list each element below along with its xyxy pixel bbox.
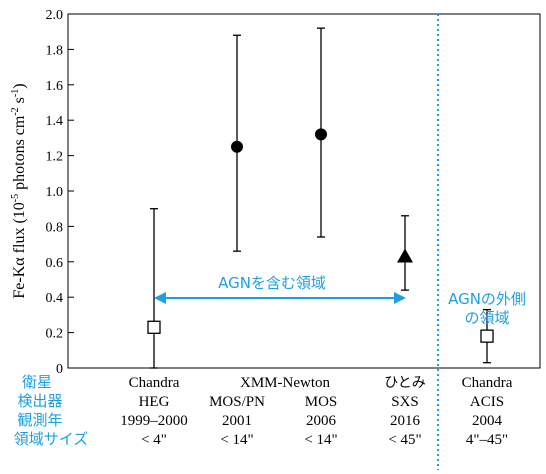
cell-chandra-heg-satellite: Chandra [129, 375, 180, 391]
y-tick-label: 0.4 [46, 291, 64, 306]
row-label-satellite: 衛星 [22, 373, 52, 391]
y-tick-label: 1.2 [46, 150, 64, 165]
cell-chandra-heg-year: 1999–2000 [120, 413, 188, 429]
cell-chandra-acis-detector: ACIS [470, 394, 504, 410]
outside-region-label-2: の領域 [464, 309, 509, 327]
data-point-xmm-2006 [315, 27, 327, 238]
outside-region-label-1: AGNの外側 [448, 290, 526, 308]
y-tick-label: 1.8 [46, 43, 64, 58]
cell-xmm-2006-size: < 14" [304, 432, 337, 448]
marker-open-square [147, 320, 161, 334]
marker-filled-circle [231, 140, 243, 153]
y-tick-label: 0.8 [46, 220, 64, 235]
y-tick-label: 1.4 [46, 114, 64, 129]
cell-hitomi-detector: SXS [391, 394, 419, 410]
cell-hitomi-size: < 45" [388, 432, 421, 448]
y-axis: 0 0.2 0.4 0.6 0.8 1.0 1.2 1.4 1.6 1.8 2.0 [46, 8, 74, 377]
row-label-year: 観測年 [17, 411, 62, 429]
data-point-chandra-acis [480, 308, 494, 364]
y-tick-label: 0.6 [46, 256, 64, 271]
y-tick-label: 1.0 [46, 185, 64, 200]
cell-xmm-2001-detector: MOS/PN [209, 394, 265, 410]
data-point-xmm-2001 [231, 34, 243, 252]
cell-xmm-satellite: XMM-Newton [240, 375, 330, 391]
agn-region-label: AGNを含む領域 [218, 274, 326, 292]
cell-xmm-2006-detector: MOS [305, 394, 338, 410]
cell-hitomi-satellite: ひとみ [384, 375, 426, 391]
row-label-region-size: 領域サイズ [14, 430, 89, 448]
cell-xmm-2006-year: 2006 [306, 413, 337, 429]
agn-region-arrow [154, 292, 406, 304]
cell-chandra-heg-size: < 4" [141, 432, 167, 448]
y-tick-label: 0 [56, 362, 63, 377]
marker-open-square [480, 329, 494, 343]
cell-xmm-2001-size: < 14" [220, 432, 253, 448]
y-axis-label: Fe-Kα flux (10-5 photons cm-2 s-1) [10, 83, 28, 298]
y-tick-label: 2.0 [46, 8, 64, 23]
cell-chandra-heg-detector: HEG [139, 394, 170, 410]
cell-xmm-2001-year: 2001 [222, 413, 252, 429]
marker-filled-circle [315, 128, 327, 141]
y-tick-label: 0.2 [46, 327, 64, 342]
cell-chandra-acis-year: 2004 [472, 413, 503, 429]
data-point-chandra-heg [147, 208, 161, 369]
y-tick-label: 1.6 [46, 79, 64, 94]
cell-chandra-acis-satellite: Chandra [462, 375, 513, 391]
marker-filled-triangle [397, 248, 413, 263]
row-label-detector: 検出器 [17, 392, 62, 410]
cell-hitomi-year: 2016 [390, 413, 421, 429]
data-point-hitomi-sxs [397, 215, 413, 291]
cell-chandra-acis-size: 4"–45" [466, 432, 508, 448]
data-points [147, 27, 494, 369]
